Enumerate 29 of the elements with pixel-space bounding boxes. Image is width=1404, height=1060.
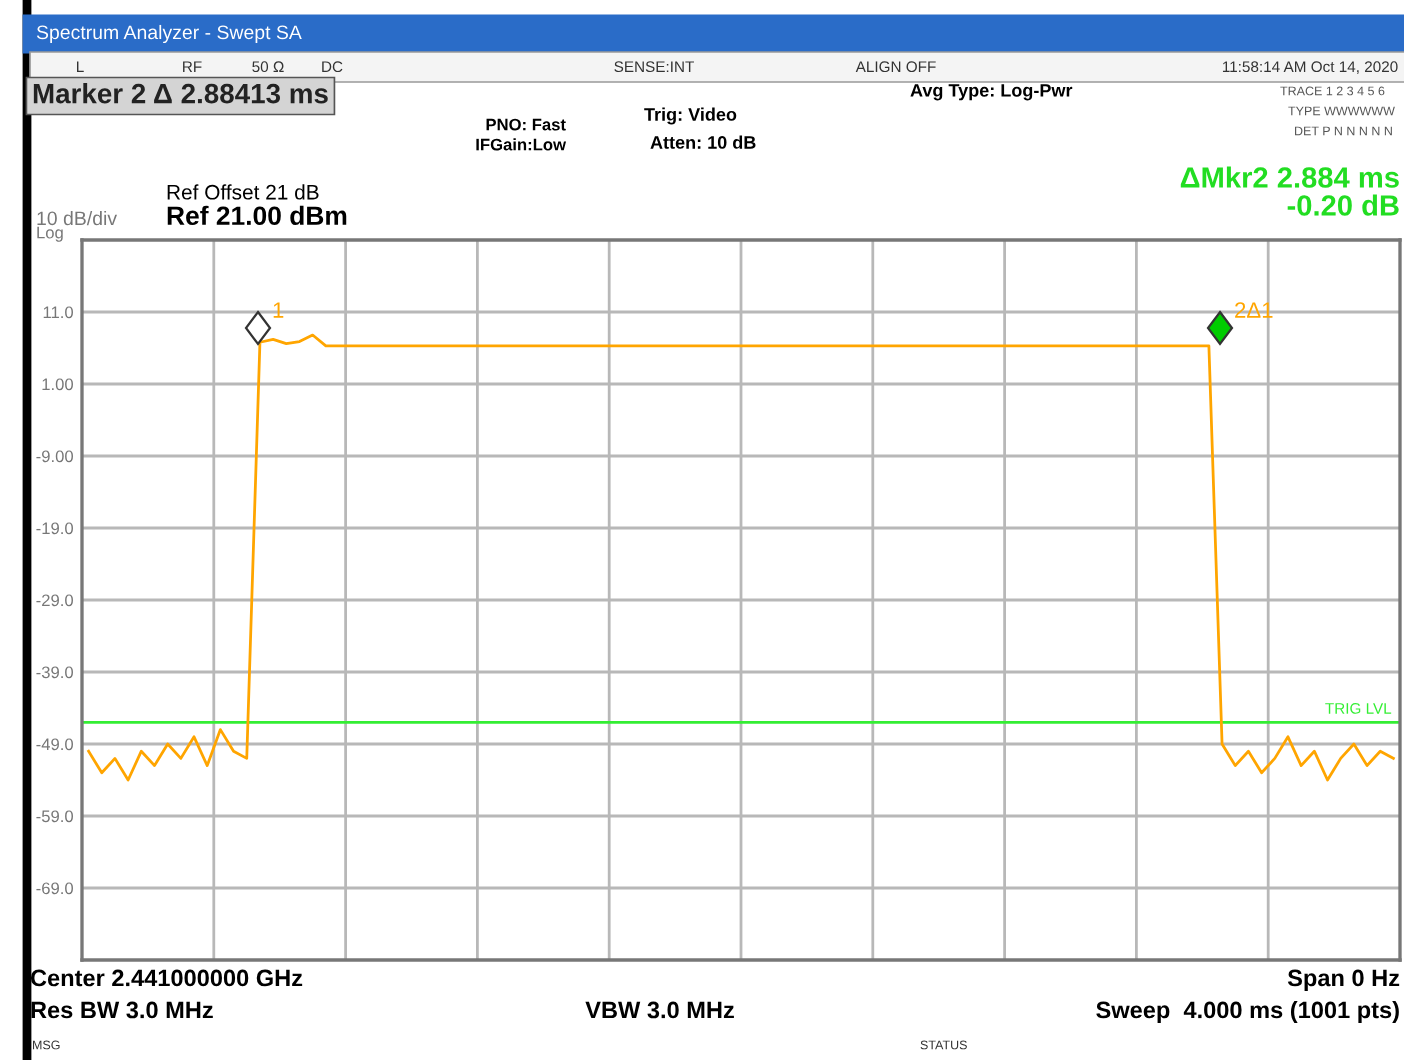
text: Center 2.441000000 GHz [30, 969, 303, 987]
text: Ref Offset 21 dB [167, 184, 319, 200]
text: Avg Type: Log-Pwr [910, 84, 1073, 101]
y-tick-label: 11.0 [43, 306, 74, 319]
text: Ref 21.00 dBm [167, 205, 347, 226]
annotation: 2Δ1 [1235, 302, 1273, 318]
y-tick-label: -39.0 [36, 666, 74, 679]
text: Res BW 3.0 MHz [31, 1001, 213, 1019]
text: Atten: 10 dB [650, 135, 756, 149]
y-tick-label: -29.0 [36, 594, 74, 607]
text: Trig: Video [644, 107, 737, 125]
text: Log [37, 226, 63, 242]
y-tick-label: -49.0 [36, 738, 74, 751]
text: PNO: Fast [486, 118, 566, 131]
chart-title: Spectrum Analyzer - Swept SA [36, 24, 302, 44]
y-tick-label: -59.0 [36, 810, 74, 823]
text: IFGain:Low [476, 138, 567, 151]
y-tick-label: -19.0 [36, 522, 74, 535]
y-tick-label: -9.00 [36, 450, 74, 463]
y-tick-label: 1.00 [42, 378, 74, 391]
text: ΔMkr2 2.884 ms [1180, 166, 1399, 188]
text: -0.20 dB [1287, 194, 1399, 216]
text: Sweep 4.000 ms (1001 pts) [1096, 1000, 1399, 1024]
text: VBW 3.0 MHz [585, 1001, 734, 1019]
annotation: 1 [273, 302, 284, 318]
y-tick-label: -69.0 [36, 882, 74, 895]
text: Marker 2 Δ 2.88413 ms [33, 83, 328, 104]
text: Span 0 Hz [1287, 969, 1400, 992]
text: 10 dB/div [37, 210, 118, 226]
